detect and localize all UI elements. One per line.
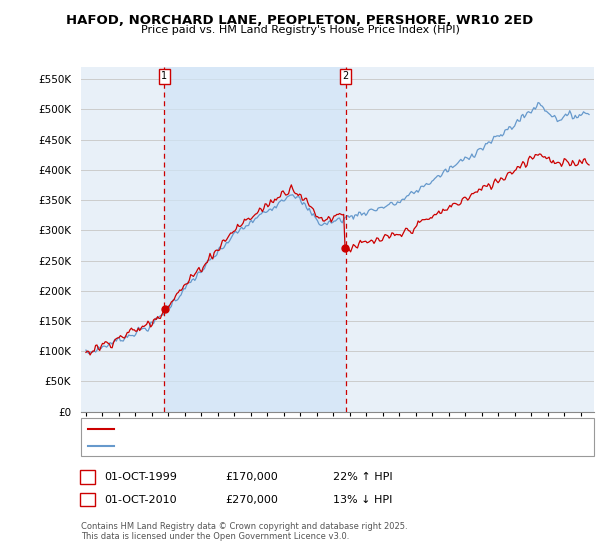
Text: HPI: Average price, detached house, Wychavon: HPI: Average price, detached house, Wych… (119, 441, 350, 451)
Text: 01-OCT-2010: 01-OCT-2010 (104, 494, 176, 505)
Text: £170,000: £170,000 (225, 472, 278, 482)
Text: 22% ↑ HPI: 22% ↑ HPI (333, 472, 392, 482)
Bar (164, 67, 346, 412)
Text: HAFOD, NORCHARD LANE, PEOPLETON, PERSHORE, WR10 2ED (detached house): HAFOD, NORCHARD LANE, PEOPLETON, PERSHOR… (119, 424, 517, 434)
Text: Contains HM Land Registry data © Crown copyright and database right 2025.
This d: Contains HM Land Registry data © Crown c… (81, 522, 407, 542)
Text: 2: 2 (343, 71, 349, 81)
Text: HAFOD, NORCHARD LANE, PEOPLETON, PERSHORE, WR10 2ED: HAFOD, NORCHARD LANE, PEOPLETON, PERSHOR… (67, 14, 533, 27)
Text: 1: 1 (84, 472, 91, 482)
Text: 2: 2 (84, 494, 91, 505)
Text: £270,000: £270,000 (225, 494, 278, 505)
Text: 13% ↓ HPI: 13% ↓ HPI (333, 494, 392, 505)
Text: 01-OCT-1999: 01-OCT-1999 (104, 472, 176, 482)
Text: 1: 1 (161, 71, 167, 81)
Text: Price paid vs. HM Land Registry's House Price Index (HPI): Price paid vs. HM Land Registry's House … (140, 25, 460, 35)
